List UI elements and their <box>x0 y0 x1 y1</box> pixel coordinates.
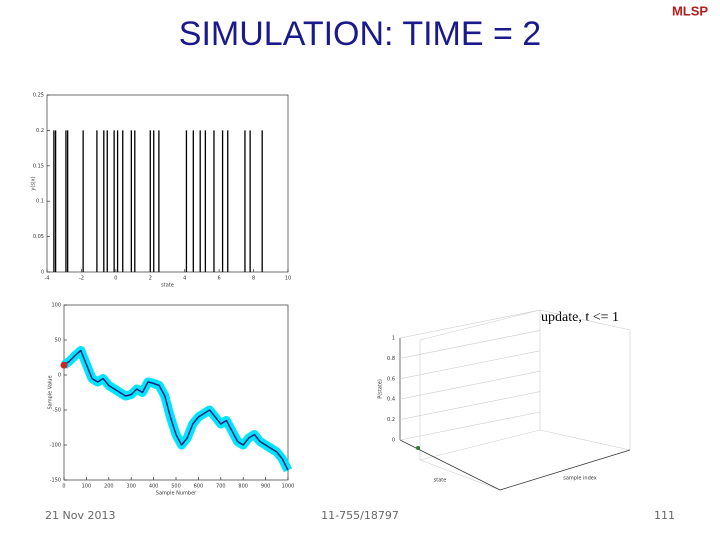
point <box>416 446 420 450</box>
y-axis-label: Sample Value <box>48 375 54 409</box>
x-tick-label: 8 <box>252 276 255 282</box>
y-tick-label: 0 <box>41 270 44 276</box>
x-tick-label: 100 <box>82 484 92 490</box>
footer-page: 111 <box>654 509 675 522</box>
x-tick-label: 600 <box>194 484 204 490</box>
plot-3d-frame <box>399 309 631 491</box>
grid-line <box>399 411 541 441</box>
x-tick-label: -2 <box>79 276 84 282</box>
grid-line <box>399 330 541 359</box>
y-tick-label: 0 <box>58 373 61 379</box>
y-tick-label: 100 <box>51 303 61 309</box>
x-tick-label: 800 <box>238 484 248 490</box>
grid-line <box>399 350 541 380</box>
footer-date: 21 Nov 2013 <box>45 509 115 522</box>
x-tick-label: 200 <box>104 484 114 490</box>
x-tick-label: 700 <box>216 484 226 490</box>
plot-frame <box>46 94 289 273</box>
z-tick-label: 0 <box>392 438 395 444</box>
x-tick-label: 300 <box>126 484 136 490</box>
grid-line <box>399 391 541 420</box>
slide-title: SIMULATION: TIME = 2 <box>179 15 541 53</box>
y-axis-label: state <box>434 478 447 484</box>
x-axis-label: Sample Number <box>156 491 197 497</box>
z-axis-label: P(state) <box>378 379 384 399</box>
z-tick-label: 0.4 <box>387 397 395 403</box>
x-tick-label: 900 <box>261 484 271 490</box>
y-tick-label: -100 <box>50 443 61 449</box>
y-axis-label: y(s|x) <box>31 176 37 190</box>
x-axis-label: state <box>161 283 174 289</box>
line <box>63 349 289 471</box>
y-tick-label: 0.2 <box>36 128 44 134</box>
logo: MLSP <box>672 3 708 18</box>
line-band <box>61 346 293 473</box>
y-tick-label: 0.1 <box>36 199 44 205</box>
x-tick-label: 400 <box>149 484 159 490</box>
x-tick-label: 6 <box>218 276 221 282</box>
x-tick-label: 500 <box>171 484 181 490</box>
footer-course: 11-755/18797 <box>321 509 399 522</box>
x-tick-label: 0 <box>114 276 117 282</box>
y-tick-label: 0.05 <box>33 234 44 240</box>
x-tick-label: 1000 <box>282 484 295 490</box>
x-tick-label: 0 <box>62 484 65 490</box>
plot-frame <box>63 304 289 481</box>
z-tick-label: 1 <box>392 336 395 342</box>
y-tick-label: 0.15 <box>33 163 44 169</box>
z-tick-label: 0.6 <box>387 376 395 382</box>
y-tick-label: 0.25 <box>33 93 44 99</box>
z-tick-label: 0.2 <box>387 417 395 423</box>
annotation: update, t <= 1 <box>541 310 619 325</box>
y-tick-label: -150 <box>50 478 61 484</box>
x-tick-label: 2 <box>149 276 152 282</box>
x-tick-label: -4 <box>45 276 50 282</box>
x-tick-label: 4 <box>183 276 186 282</box>
grid-line <box>399 309 541 339</box>
marker <box>60 361 68 369</box>
y-tick-label: 50 <box>55 338 61 344</box>
x-axis-label: sample index <box>563 476 596 482</box>
z-tick-label: 0.8 <box>387 356 395 362</box>
y-tick-label: -50 <box>53 408 61 414</box>
grid-line <box>399 370 541 400</box>
x-tick-label: 10 <box>285 276 291 282</box>
